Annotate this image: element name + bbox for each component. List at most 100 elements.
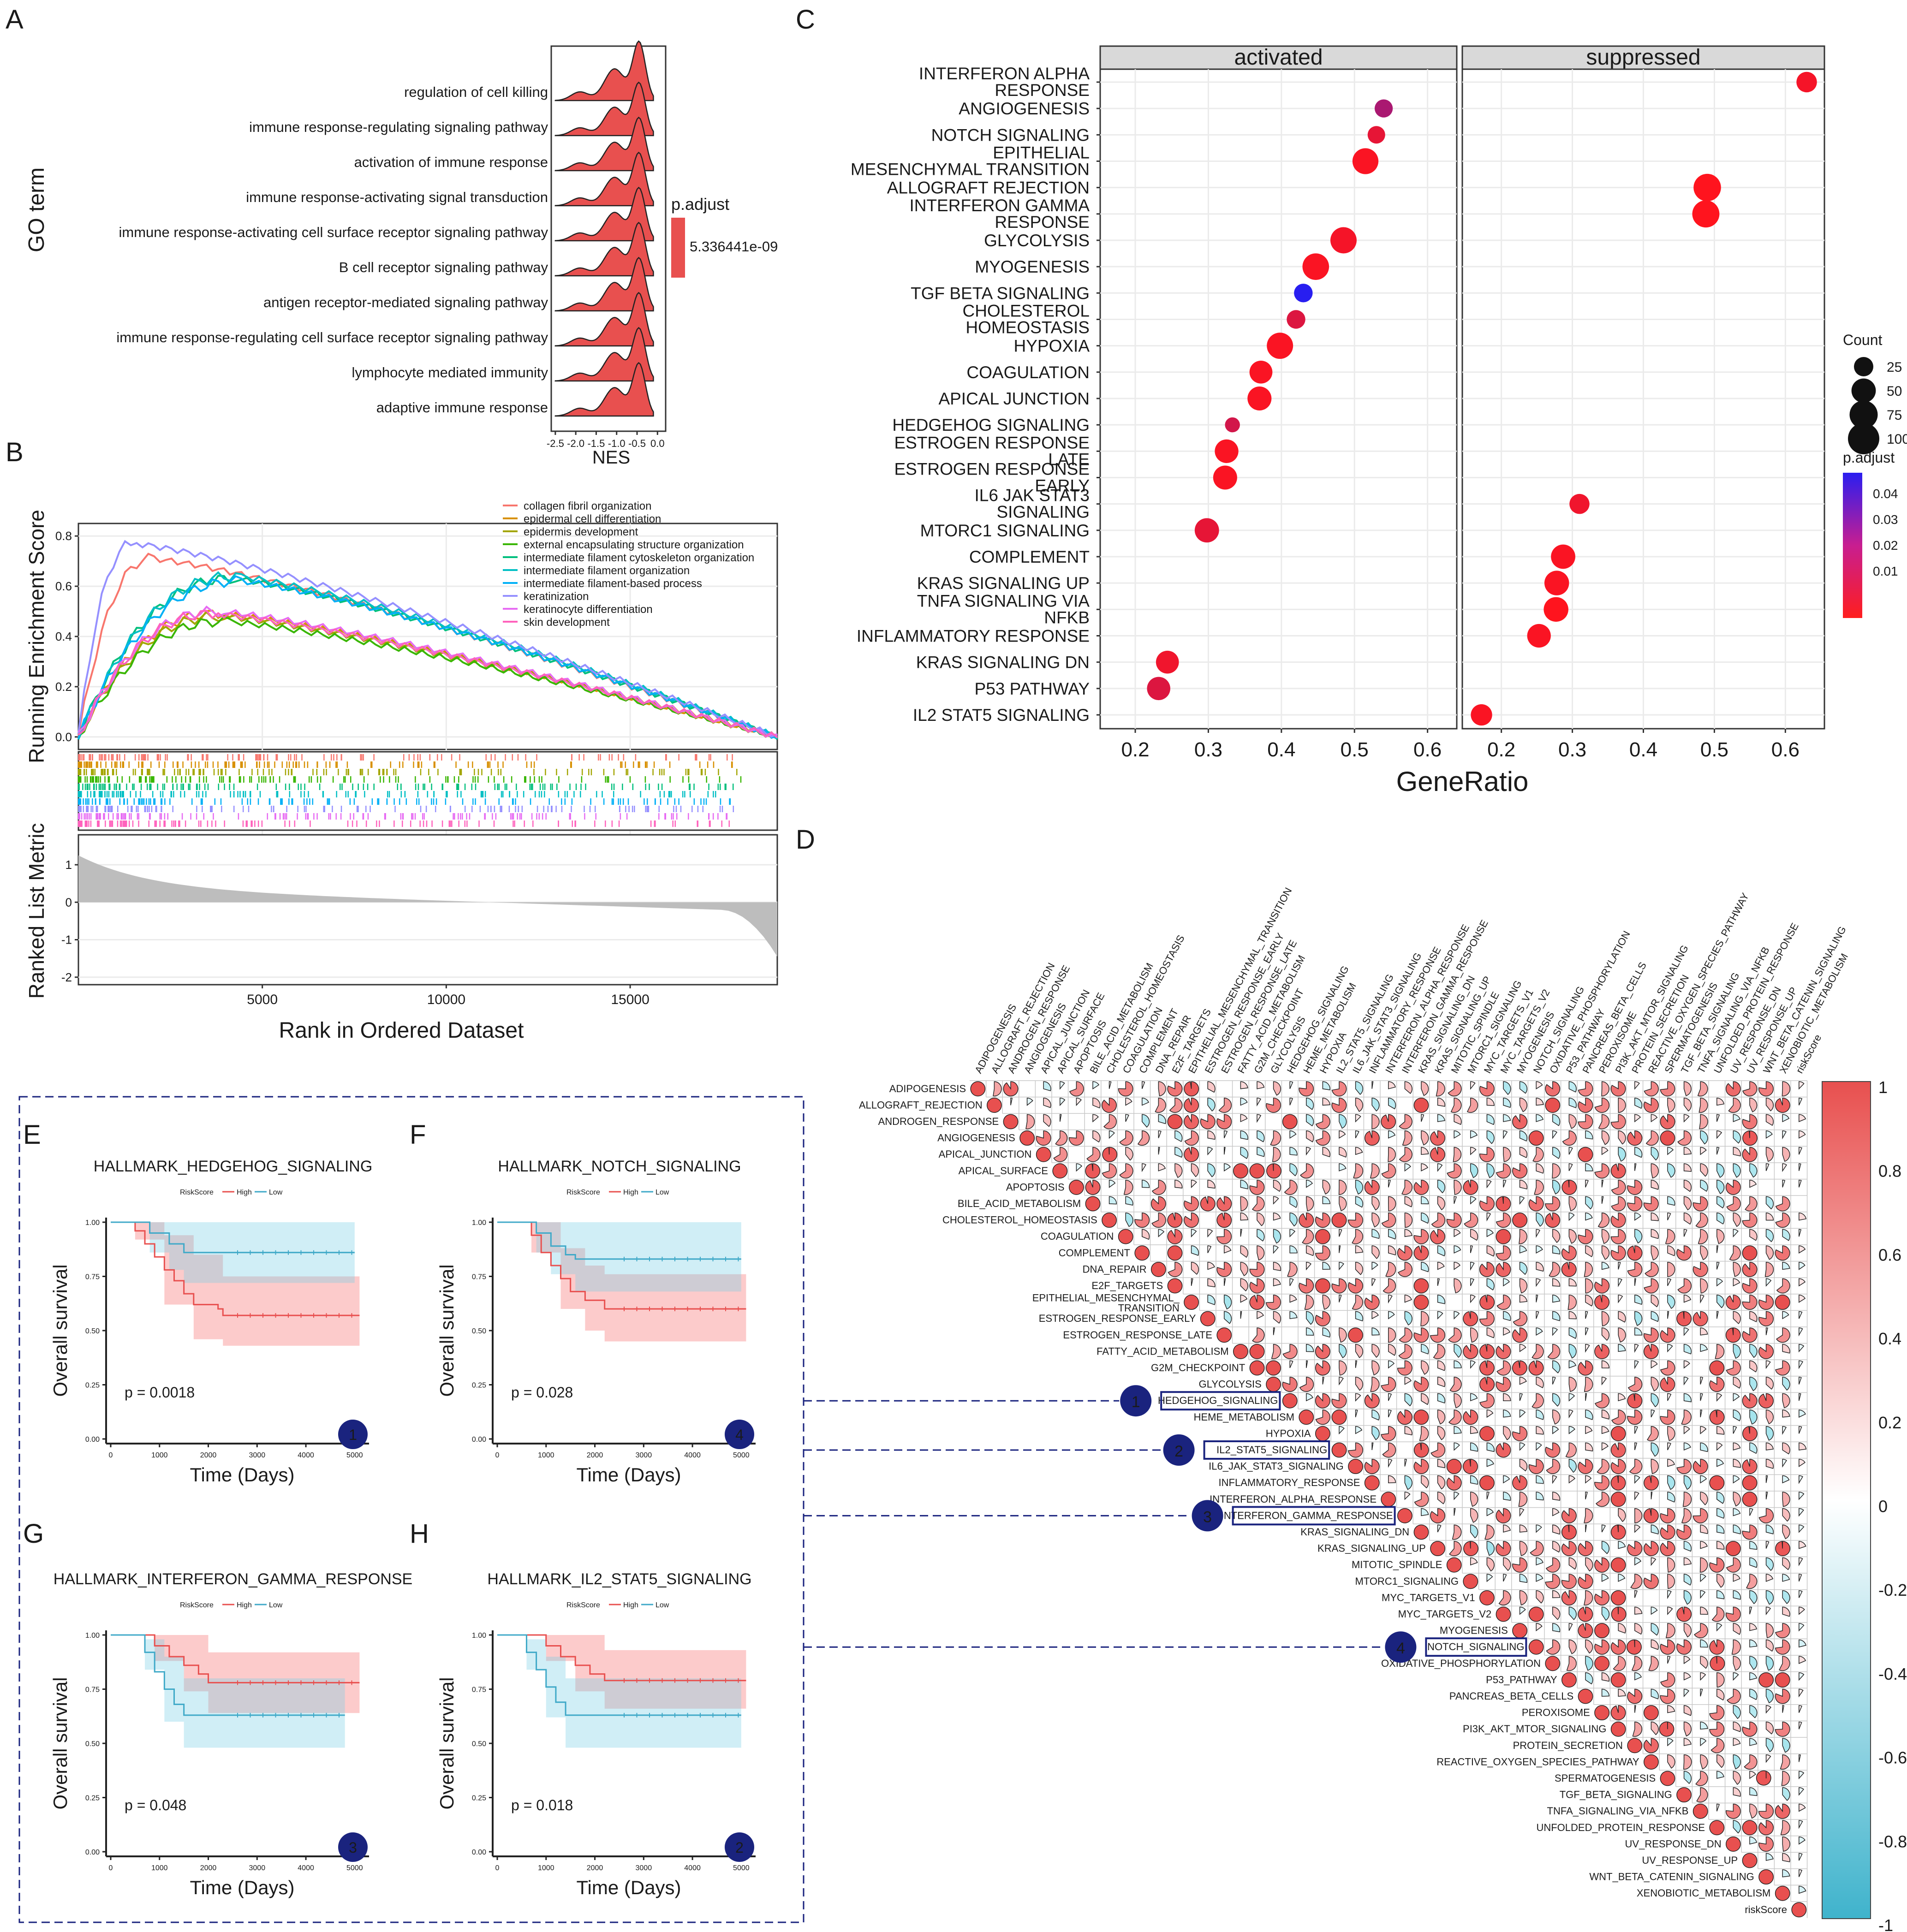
corr-pie <box>1749 1508 1753 1516</box>
corr-pie <box>1584 1377 1593 1392</box>
term-label: immune response-activating signal transd… <box>246 189 548 205</box>
corr-pie <box>1585 1492 1588 1499</box>
km-curve <box>497 1634 741 1716</box>
corr-pie <box>1207 1278 1216 1288</box>
corr-pie <box>1631 1656 1643 1671</box>
corr-pie <box>1388 1196 1396 1212</box>
corr-pie <box>1601 1541 1609 1554</box>
x-tick-label: 0.2 <box>1487 738 1515 761</box>
corr-pie <box>1765 1114 1774 1126</box>
corr-pie <box>1207 1245 1212 1254</box>
corr-pie <box>1519 1409 1526 1418</box>
corr-pie <box>1519 1295 1528 1303</box>
corr-pie <box>1470 1508 1478 1523</box>
corr-pie <box>1503 1081 1511 1095</box>
corr-pie <box>1306 1261 1311 1271</box>
corr-pie <box>1749 1377 1758 1391</box>
corr-pie <box>1775 1295 1790 1310</box>
x-tick-label: 1000 <box>151 1451 168 1459</box>
corr-pie <box>1216 1229 1232 1244</box>
x-axis-title: Rank in Ordered Dataset <box>279 1018 524 1043</box>
corr-pie <box>1568 1393 1575 1402</box>
corr-pie <box>1470 1147 1477 1155</box>
corr-pie <box>1749 1656 1758 1670</box>
corr-pie <box>1421 1213 1429 1224</box>
corr-pie <box>1618 1327 1626 1343</box>
corr-pie <box>1799 1885 1806 1894</box>
corr-pie <box>1413 1179 1429 1195</box>
corr-pie <box>1503 1097 1511 1108</box>
legend-label: epidermis development <box>524 526 638 538</box>
corr-pie <box>1742 1147 1758 1162</box>
corr-pie <box>1331 1442 1347 1458</box>
corr-pie <box>1659 1721 1675 1737</box>
corr-pie <box>1651 1688 1659 1700</box>
row-label: WNT_BETA_CATENIN_SIGNALING <box>1589 1871 1754 1883</box>
color-legend-label: 0.03 <box>1873 512 1898 527</box>
corr-pie <box>1371 1213 1380 1228</box>
legend-label: keratinization <box>524 590 589 603</box>
corr-pie <box>1782 1442 1790 1455</box>
corr-pie <box>1224 1130 1228 1138</box>
corr-pie <box>1775 1360 1790 1376</box>
corr-pie <box>1348 1213 1363 1228</box>
corr-pie <box>1371 1343 1380 1358</box>
corr-pie <box>1568 1623 1573 1631</box>
dot <box>1147 677 1170 701</box>
corr-pie <box>1594 1590 1609 1605</box>
corr-pie <box>1733 1672 1739 1681</box>
corr-pie <box>1610 1475 1626 1491</box>
corr-pie <box>1552 1393 1561 1407</box>
legend-title: p.adjust <box>671 195 729 214</box>
corr-pie <box>1519 1097 1527 1112</box>
y-axis-title: Overall survival <box>436 1264 458 1397</box>
corr-pie <box>1665 1229 1675 1244</box>
panel-label-E: E <box>23 1120 41 1150</box>
corr-pie <box>1486 1097 1495 1106</box>
corr-pie <box>1339 1426 1345 1435</box>
corr-pie <box>1561 1590 1577 1605</box>
row-label: CHOLESTEROL_HOMEOSTASIS <box>942 1214 1097 1226</box>
term-label: adaptive immune response <box>376 399 548 416</box>
corr-pie <box>1421 1147 1429 1155</box>
corr-pie <box>1578 1097 1593 1113</box>
corr-pie <box>1371 1261 1378 1270</box>
corr-pie <box>1700 1738 1707 1747</box>
y-tick-label: 0.4 <box>55 630 72 643</box>
dot <box>1302 253 1329 280</box>
corr-pie <box>1779 1656 1790 1671</box>
corr-pie <box>1306 1147 1311 1156</box>
corr-pie <box>1733 1163 1741 1178</box>
corr-pie <box>1667 1606 1673 1615</box>
corr-pie <box>1765 1130 1773 1139</box>
corr-pie <box>1536 1574 1543 1582</box>
corr-pie <box>1561 1508 1577 1523</box>
legend-value: 5.336441e-09 <box>690 238 778 255</box>
corr-pie <box>1716 1278 1723 1287</box>
corr-pie <box>1463 1541 1478 1556</box>
category-label: ALLOGRAFT REJECTION <box>887 178 1090 197</box>
row-label: MYC_TARGETS_V1 <box>1382 1592 1475 1603</box>
corr-pie <box>1618 1541 1626 1549</box>
km-curve <box>497 1221 746 1310</box>
corr-pie <box>1536 1442 1542 1451</box>
corr-pie <box>1289 1147 1298 1156</box>
corr-pie <box>1092 1114 1099 1123</box>
corr-pie <box>1530 1541 1544 1556</box>
legend-label: intermediate filament cytoskeleton organ… <box>524 552 754 564</box>
km-legend-label: Low <box>269 1189 283 1196</box>
corr-pie <box>1519 1459 1527 1472</box>
corr-pie <box>1799 1557 1803 1567</box>
corr-pie <box>1421 1393 1429 1405</box>
corr-pie <box>1749 1557 1758 1568</box>
corr-pie <box>1651 1114 1658 1123</box>
corr-pie <box>1799 1688 1804 1698</box>
corr-pie <box>1158 1130 1162 1138</box>
colorbar-label: 0.6 <box>1878 1245 1901 1264</box>
corr-pie <box>1758 1081 1774 1097</box>
metric-area <box>78 855 777 957</box>
corr-pie <box>1103 1114 1117 1129</box>
corr-pie <box>1601 1426 1609 1434</box>
y-tick-label: 0.50 <box>472 1740 486 1748</box>
corr-pie <box>1799 1213 1807 1221</box>
